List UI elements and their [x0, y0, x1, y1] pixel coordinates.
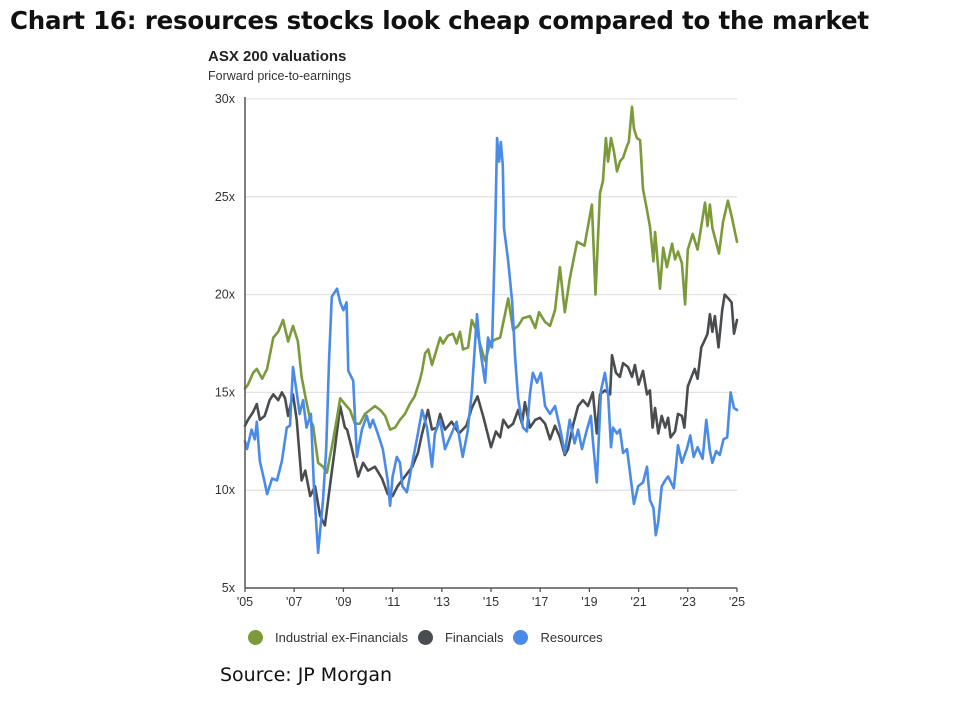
legend-swatch	[417, 630, 433, 645]
legend-label: Resources	[540, 630, 603, 645]
series-line-industrial-ex-financials	[243, 105, 739, 474]
gridlines	[245, 98, 737, 491]
legend-swatch	[513, 630, 529, 645]
x-tick-label: '11	[385, 595, 400, 609]
chart-title: ASX 200 valuations	[208, 48, 347, 65]
legend-swatch	[248, 630, 263, 645]
y-tick-label: 15x	[215, 385, 236, 399]
y-tick-label: 25x	[215, 190, 236, 204]
x-tick-label: '05	[237, 595, 253, 609]
x-tick-label: '25	[729, 595, 745, 609]
series-line-financials	[243, 293, 739, 527]
legend: Industrial ex-Financials Financials Resour…	[248, 630, 613, 645]
x-tick-label: '23	[680, 595, 696, 609]
x-tick-label: '13	[434, 595, 450, 609]
x-tick-label: '07	[286, 595, 302, 609]
legend-item: Industrial ex-Financials	[248, 630, 408, 645]
x-tick-label: '15	[483, 595, 499, 609]
x-tick-label: '21	[630, 595, 646, 609]
y-tick-label: 20x	[215, 288, 236, 302]
y-tick-label: 30x	[215, 92, 236, 106]
chart-subtitle: Forward price-to-earnings	[208, 69, 352, 83]
x-tick-label: '19	[581, 595, 597, 609]
y-tick-label: 5x	[222, 581, 236, 595]
y-tick-label: 10x	[215, 483, 236, 497]
x-tick-label: '17	[532, 595, 548, 609]
series-line-resources	[243, 136, 739, 555]
legend-item: Resources	[513, 630, 603, 645]
y-axis-labels: 5x 10x 15x 20x 25x 30x	[215, 92, 236, 595]
legend-label: Industrial ex-Financials	[275, 630, 408, 645]
x-axis-labels: '05 '07 '09 '11 '13 '15 '17 '19 '21 '23 '25	[237, 595, 745, 609]
legend-label: Financials	[444, 630, 504, 645]
series-layer	[243, 105, 739, 555]
page-title: Chart 16: resources stocks look cheap co…	[10, 6, 869, 35]
axes	[244, 97, 738, 592]
source-note: Source: JP Morgan	[220, 664, 393, 686]
legend-item: Financials	[417, 630, 504, 645]
x-tick-label: '09	[335, 595, 351, 609]
